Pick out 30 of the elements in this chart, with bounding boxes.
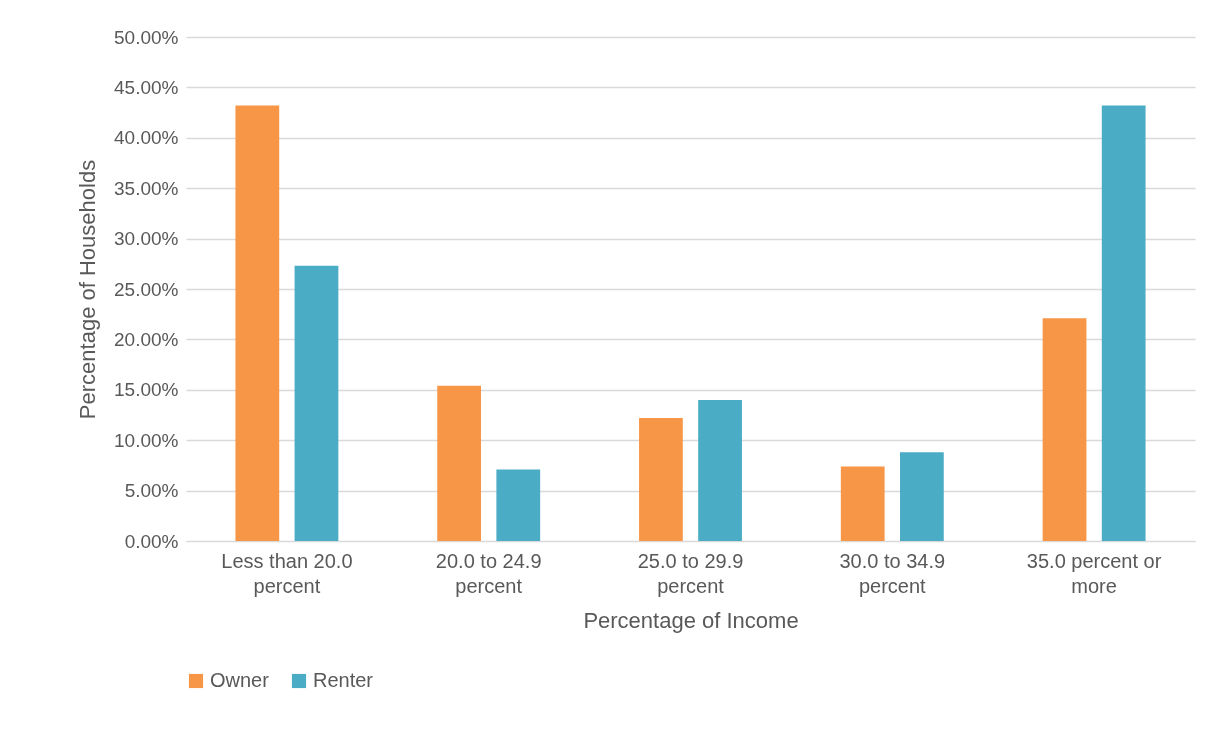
bar	[1101, 105, 1146, 541]
bar	[698, 399, 742, 541]
x-axis-title: Percentage of Income	[583, 607, 799, 633]
x-tick-label: 20.0 to 24.9 percent	[435, 549, 542, 597]
bar	[840, 466, 885, 541]
y-tick-label: 45.00%	[114, 76, 179, 98]
y-tick-label: 5.00%	[124, 480, 179, 502]
x-tick-label: 35.0 percent or more	[1026, 549, 1162, 597]
bar	[639, 418, 683, 541]
x-tick-label: 25.0 to 29.9 percent	[637, 549, 744, 597]
y-tick-label: 35.00%	[114, 177, 179, 199]
y-axis-title: Percentage of Households	[75, 159, 101, 420]
y-tick-label: 25.00%	[114, 278, 179, 300]
y-tick-label: 50.00%	[114, 26, 179, 48]
y-tick-label: 15.00%	[114, 379, 179, 401]
legend-label: Owner	[210, 669, 270, 691]
bar	[437, 385, 482, 541]
x-tick-label: 30.0 to 34.9 percent	[839, 549, 946, 597]
bar	[496, 469, 541, 541]
y-tick-label: 0.00%	[124, 530, 179, 552]
y-tick-label: 30.00%	[114, 228, 179, 250]
y-tick-label: 20.00%	[114, 328, 179, 350]
bar	[899, 452, 944, 541]
legend-label: Renter	[313, 669, 374, 691]
y-tick-label: 40.00%	[114, 127, 179, 149]
bar	[235, 105, 280, 541]
x-tick-label: Less than 20.0 percent	[221, 549, 353, 597]
y-tick-label: 10.00%	[114, 429, 179, 451]
bar	[294, 265, 339, 541]
bar	[1042, 318, 1087, 541]
